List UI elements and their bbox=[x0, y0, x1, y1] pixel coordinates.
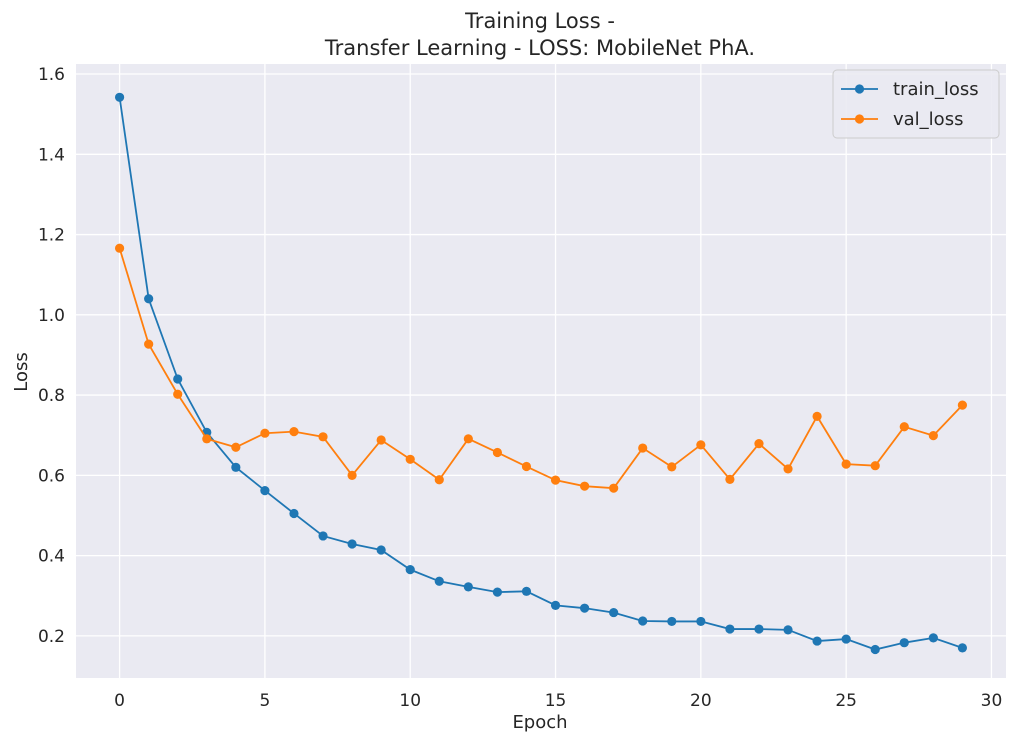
data-point-train_loss bbox=[725, 624, 735, 634]
data-point-val_loss bbox=[696, 440, 706, 450]
series-line-val_loss bbox=[118, 247, 964, 490]
tick-labels: 0 5 10 15 20 25 30 0.2 0.4 0.6 0.8 1.0 1.2 1.4 1.6 bbox=[38, 65, 1002, 711]
series-line-train_loss bbox=[118, 97, 963, 651]
data-point-train_loss bbox=[231, 462, 241, 472]
legend-marker-train_loss bbox=[854, 84, 865, 94]
data-point-train_loss bbox=[957, 643, 968, 653]
data-point-train_loss bbox=[812, 636, 822, 646]
x-tick-label: 0 bbox=[114, 691, 125, 711]
legend-box bbox=[832, 69, 1000, 139]
data-point-val_loss bbox=[725, 474, 735, 484]
x-tick-label: 30 bbox=[981, 691, 1003, 711]
data-point-train_loss bbox=[696, 616, 706, 627]
data-point-train_loss bbox=[638, 616, 648, 626]
x-axis-label: Epoch bbox=[512, 712, 567, 733]
data-point-train_loss bbox=[579, 603, 590, 613]
data-point-val_loss bbox=[579, 481, 590, 491]
legend: train_loss val_loss bbox=[832, 69, 1000, 139]
data-point-val_loss bbox=[812, 411, 822, 421]
legend-label-train_loss: train_loss bbox=[893, 79, 979, 100]
data-point-val_loss bbox=[783, 464, 793, 474]
data-point-val_loss bbox=[638, 443, 648, 453]
data-point-train_loss bbox=[347, 539, 357, 549]
y-tick-label: 1.4 bbox=[38, 145, 65, 165]
data-point-val_loss bbox=[521, 461, 532, 472]
data-point-val_loss bbox=[114, 243, 125, 253]
grid bbox=[76, 64, 1006, 678]
y-tick-label: 1.6 bbox=[38, 65, 65, 85]
y-tick-label: 0.6 bbox=[38, 466, 65, 486]
data-point-train_loss bbox=[260, 485, 270, 496]
data-point-train_loss bbox=[144, 294, 154, 304]
data-point-train_loss bbox=[928, 633, 938, 643]
data-point-train_loss bbox=[405, 565, 415, 575]
chart-title-line2: Transfer Learning - LOSS: MobileNet PhA. bbox=[324, 36, 755, 60]
legend-marker-val_loss bbox=[854, 114, 865, 124]
data-point-val_loss bbox=[492, 447, 503, 458]
data-point-train_loss bbox=[841, 634, 851, 644]
data-point-val_loss bbox=[928, 431, 938, 441]
data-point-val_loss bbox=[231, 442, 241, 452]
data-point-val_loss bbox=[550, 475, 561, 485]
y-axis-label: Loss bbox=[11, 352, 32, 391]
data-point-val_loss bbox=[347, 470, 357, 480]
data-point-val_loss bbox=[957, 400, 968, 410]
data-point-val_loss bbox=[260, 428, 270, 438]
data-point-train_loss bbox=[899, 638, 909, 648]
data-point-train_loss bbox=[667, 616, 677, 627]
data-point-val_loss bbox=[899, 422, 909, 432]
y-tick-label: 1.0 bbox=[38, 306, 65, 326]
data-point-train_loss bbox=[870, 644, 880, 655]
data-point-train_loss bbox=[609, 607, 619, 618]
data-point-train_loss bbox=[376, 545, 386, 555]
x-tick-label: 25 bbox=[835, 691, 857, 711]
y-tick-label: 0.4 bbox=[38, 547, 65, 567]
x-tick-label: 5 bbox=[259, 691, 270, 711]
data-point-val_loss bbox=[405, 454, 415, 464]
y-tick-label: 0.2 bbox=[38, 627, 65, 647]
data-point-train_loss bbox=[114, 92, 125, 102]
data-point-train_loss bbox=[318, 531, 328, 541]
data-point-val_loss bbox=[173, 389, 183, 399]
data-point-val_loss bbox=[434, 475, 444, 485]
data-point-val_loss bbox=[609, 483, 619, 493]
data-point-val_loss bbox=[754, 439, 764, 449]
data-point-train_loss bbox=[173, 374, 183, 384]
data-point-train_loss bbox=[492, 587, 503, 597]
series-layer bbox=[114, 92, 968, 655]
data-point-train_loss bbox=[754, 624, 764, 634]
y-tick-label: 1.2 bbox=[38, 226, 65, 246]
data-point-val_loss bbox=[144, 339, 154, 349]
data-point-val_loss bbox=[870, 461, 880, 471]
data-point-train_loss bbox=[289, 508, 299, 519]
data-point-train_loss bbox=[783, 625, 793, 635]
plot-area bbox=[76, 64, 1006, 678]
y-tick-label: 0.8 bbox=[38, 386, 65, 406]
data-point-val_loss bbox=[463, 434, 473, 444]
data-point-train_loss bbox=[434, 576, 444, 586]
chart-title-line1: Training Loss - bbox=[464, 9, 615, 33]
x-tick-label: 15 bbox=[545, 691, 567, 711]
x-tick-label: 20 bbox=[690, 691, 712, 711]
data-point-train_loss bbox=[463, 582, 473, 592]
data-point-val_loss bbox=[667, 462, 677, 472]
data-point-val_loss bbox=[376, 435, 386, 445]
data-point-train_loss bbox=[550, 600, 561, 610]
data-point-train_loss bbox=[521, 586, 532, 596]
data-point-val_loss bbox=[202, 434, 212, 444]
x-tick-label: 10 bbox=[399, 691, 421, 711]
data-point-val_loss bbox=[841, 459, 851, 469]
legend-label-val_loss: val_loss bbox=[893, 109, 963, 130]
data-point-val_loss bbox=[289, 426, 299, 437]
data-point-val_loss bbox=[318, 432, 328, 442]
